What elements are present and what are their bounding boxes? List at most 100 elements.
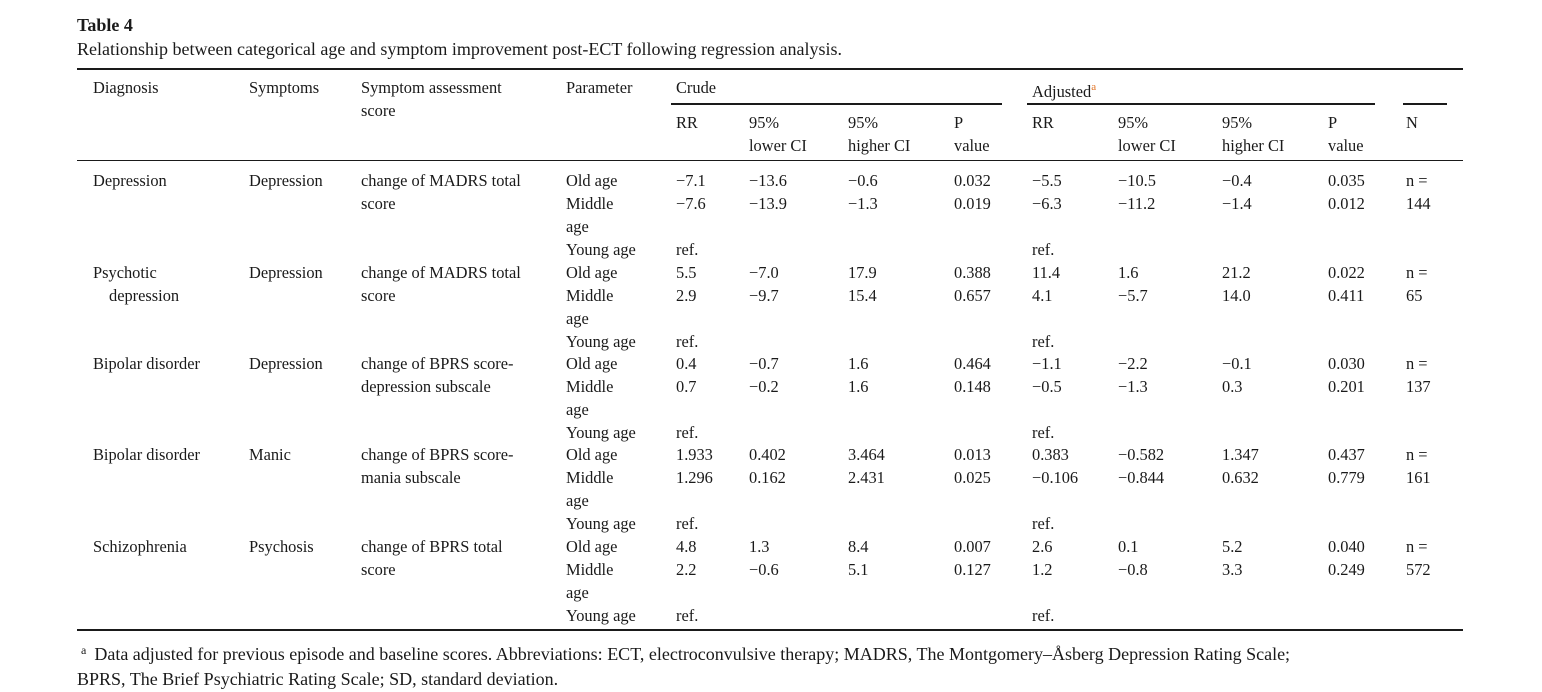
- footnote-line2: BPRS, The Brief Psychiatric Rating Scale…: [77, 668, 559, 689]
- header-crude-higher-2: higher CI: [848, 136, 911, 155]
- footnote-line1: Data adjusted for previous episode and b…: [94, 644, 1291, 664]
- table-number: Table 4: [77, 15, 133, 35]
- parameter-cell: Middle: [566, 194, 614, 213]
- crude-value-cell: 0.007: [954, 537, 991, 556]
- crude-value-cell: −0.6: [848, 171, 878, 190]
- crude-value-cell: 1.3: [749, 537, 770, 556]
- symptoms-cell: Manic: [249, 445, 291, 464]
- header-adjusted-label: Adjusted: [1032, 82, 1092, 101]
- adjusted-value-cell: 0.030: [1328, 354, 1365, 373]
- adjusted-value-cell: −2.2: [1118, 354, 1148, 373]
- adjusted-value-cell: 21.2: [1222, 263, 1251, 282]
- crude-value-cell: 3.464: [848, 445, 885, 464]
- adjusted-value-cell: −6.3: [1032, 194, 1062, 213]
- n-cell: n =: [1406, 171, 1428, 190]
- parameter-cell: Old age: [566, 537, 618, 556]
- symptoms-cell: Depression: [249, 171, 323, 190]
- parameter-cell: Old age: [566, 445, 618, 464]
- assessment-score-cell: score: [361, 286, 396, 305]
- diagnosis-cell: depression: [109, 286, 180, 305]
- crude-value-cell: 15.4: [848, 286, 877, 305]
- parameter-cell: age: [566, 583, 589, 602]
- diagnosis-cell: Psychotic: [93, 263, 157, 282]
- assessment-score-cell: change of BPRS score-: [361, 354, 514, 373]
- diagnosis-cell: Bipolar disorder: [93, 445, 200, 464]
- crude-value-cell: 17.9: [848, 263, 877, 282]
- adjusted-value-cell: ref.: [1032, 606, 1055, 625]
- adjusted-value-cell: −0.8: [1118, 560, 1148, 579]
- adjusted-value-cell: −5.7: [1118, 286, 1148, 305]
- header-adj-p-2: value: [1328, 136, 1364, 155]
- adjusted-value-cell: 0.012: [1328, 194, 1365, 213]
- parameter-cell: age: [566, 491, 589, 510]
- crude-value-cell: −7.0: [749, 263, 779, 282]
- crude-value-cell: 2.2: [676, 560, 697, 579]
- adjusted-value-cell: 0.022: [1328, 263, 1365, 282]
- adjusted-value-cell: 0.411: [1328, 286, 1365, 305]
- symptoms-cell: Depression: [249, 263, 323, 282]
- adjusted-footnote-mark: a: [1091, 81, 1097, 93]
- crude-value-cell: −0.7: [749, 354, 779, 373]
- parameter-cell: Middle: [566, 468, 614, 487]
- n-cell: n =: [1406, 537, 1428, 556]
- adjusted-value-cell: 0.632: [1222, 468, 1259, 487]
- n-cell: n =: [1406, 445, 1428, 464]
- adjusted-value-cell: 1.2: [1032, 560, 1053, 579]
- assessment-score-cell: score: [361, 194, 396, 213]
- crude-value-cell: −9.7: [749, 286, 779, 305]
- adjusted-value-cell: 0.1: [1118, 537, 1139, 556]
- adjusted-value-cell: −11.2: [1118, 194, 1156, 213]
- header-bottom-rule: [77, 160, 1463, 161]
- parameter-cell: Young age: [566, 332, 636, 351]
- crude-value-cell: 0.025: [954, 468, 991, 487]
- table-top-rule: [77, 68, 1463, 70]
- parameter-cell: Young age: [566, 606, 636, 625]
- crude-value-cell: 0.127: [954, 560, 991, 579]
- crude-value-cell: ref.: [676, 240, 699, 259]
- header-adj-lower-2: lower CI: [1118, 136, 1176, 155]
- crude-value-cell: 2.431: [848, 468, 885, 487]
- adjusted-value-cell: ref.: [1032, 240, 1055, 259]
- crude-value-cell: −1.3: [848, 194, 878, 213]
- table-footnote: a Data adjusted for previous episode and …: [77, 638, 1477, 691]
- header-crude-lower-1: 95%: [749, 113, 780, 132]
- n-cell: n =: [1406, 354, 1428, 373]
- parameter-cell: Old age: [566, 354, 618, 373]
- adjusted-value-cell: ref.: [1032, 332, 1055, 351]
- adjusted-value-cell: −1.4: [1222, 194, 1252, 213]
- header-crude-lower-2: lower CI: [749, 136, 807, 155]
- adjusted-value-cell: 0.383: [1032, 445, 1069, 464]
- crude-value-cell: −13.6: [749, 171, 787, 190]
- parameter-cell: Middle: [566, 286, 614, 305]
- crude-value-cell: −13.9: [749, 194, 787, 213]
- crude-value-cell: ref.: [676, 423, 699, 442]
- crude-value-cell: 4.8: [676, 537, 697, 556]
- n-cell: 65: [1406, 286, 1423, 305]
- parameter-cell: Young age: [566, 240, 636, 259]
- adjusted-value-cell: ref.: [1032, 514, 1055, 533]
- crude-value-cell: 0.019: [954, 194, 991, 213]
- adjusted-value-cell: −0.106: [1032, 468, 1079, 487]
- symptoms-cell: Psychosis: [249, 537, 314, 556]
- parameter-cell: Middle: [566, 560, 614, 579]
- assessment-score-cell: change of BPRS total: [361, 537, 503, 556]
- n-cell: 144: [1406, 194, 1431, 213]
- header-score-line2: score: [361, 101, 396, 120]
- crude-value-cell: 1.6: [848, 377, 869, 396]
- adjusted-value-cell: −5.5: [1032, 171, 1062, 190]
- crude-value-cell: 0.657: [954, 286, 991, 305]
- adjusted-value-cell: 1.6: [1118, 263, 1139, 282]
- adjusted-value-cell: 3.3: [1222, 560, 1243, 579]
- header-adj-higher-1: 95%: [1222, 113, 1253, 132]
- n-cell: 161: [1406, 468, 1431, 487]
- adjusted-group-rule: [1027, 103, 1375, 105]
- adjusted-value-cell: −0.1: [1222, 354, 1252, 373]
- crude-value-cell: ref.: [676, 606, 699, 625]
- table-bottom-rule: [77, 629, 1463, 631]
- parameter-cell: Young age: [566, 514, 636, 533]
- adjusted-value-cell: ref.: [1032, 423, 1055, 442]
- header-crude-rr: RR: [676, 113, 698, 132]
- adjusted-value-cell: −0.844: [1118, 468, 1165, 487]
- header-crude-p-2: value: [954, 136, 990, 155]
- crude-value-cell: 1.933: [676, 445, 713, 464]
